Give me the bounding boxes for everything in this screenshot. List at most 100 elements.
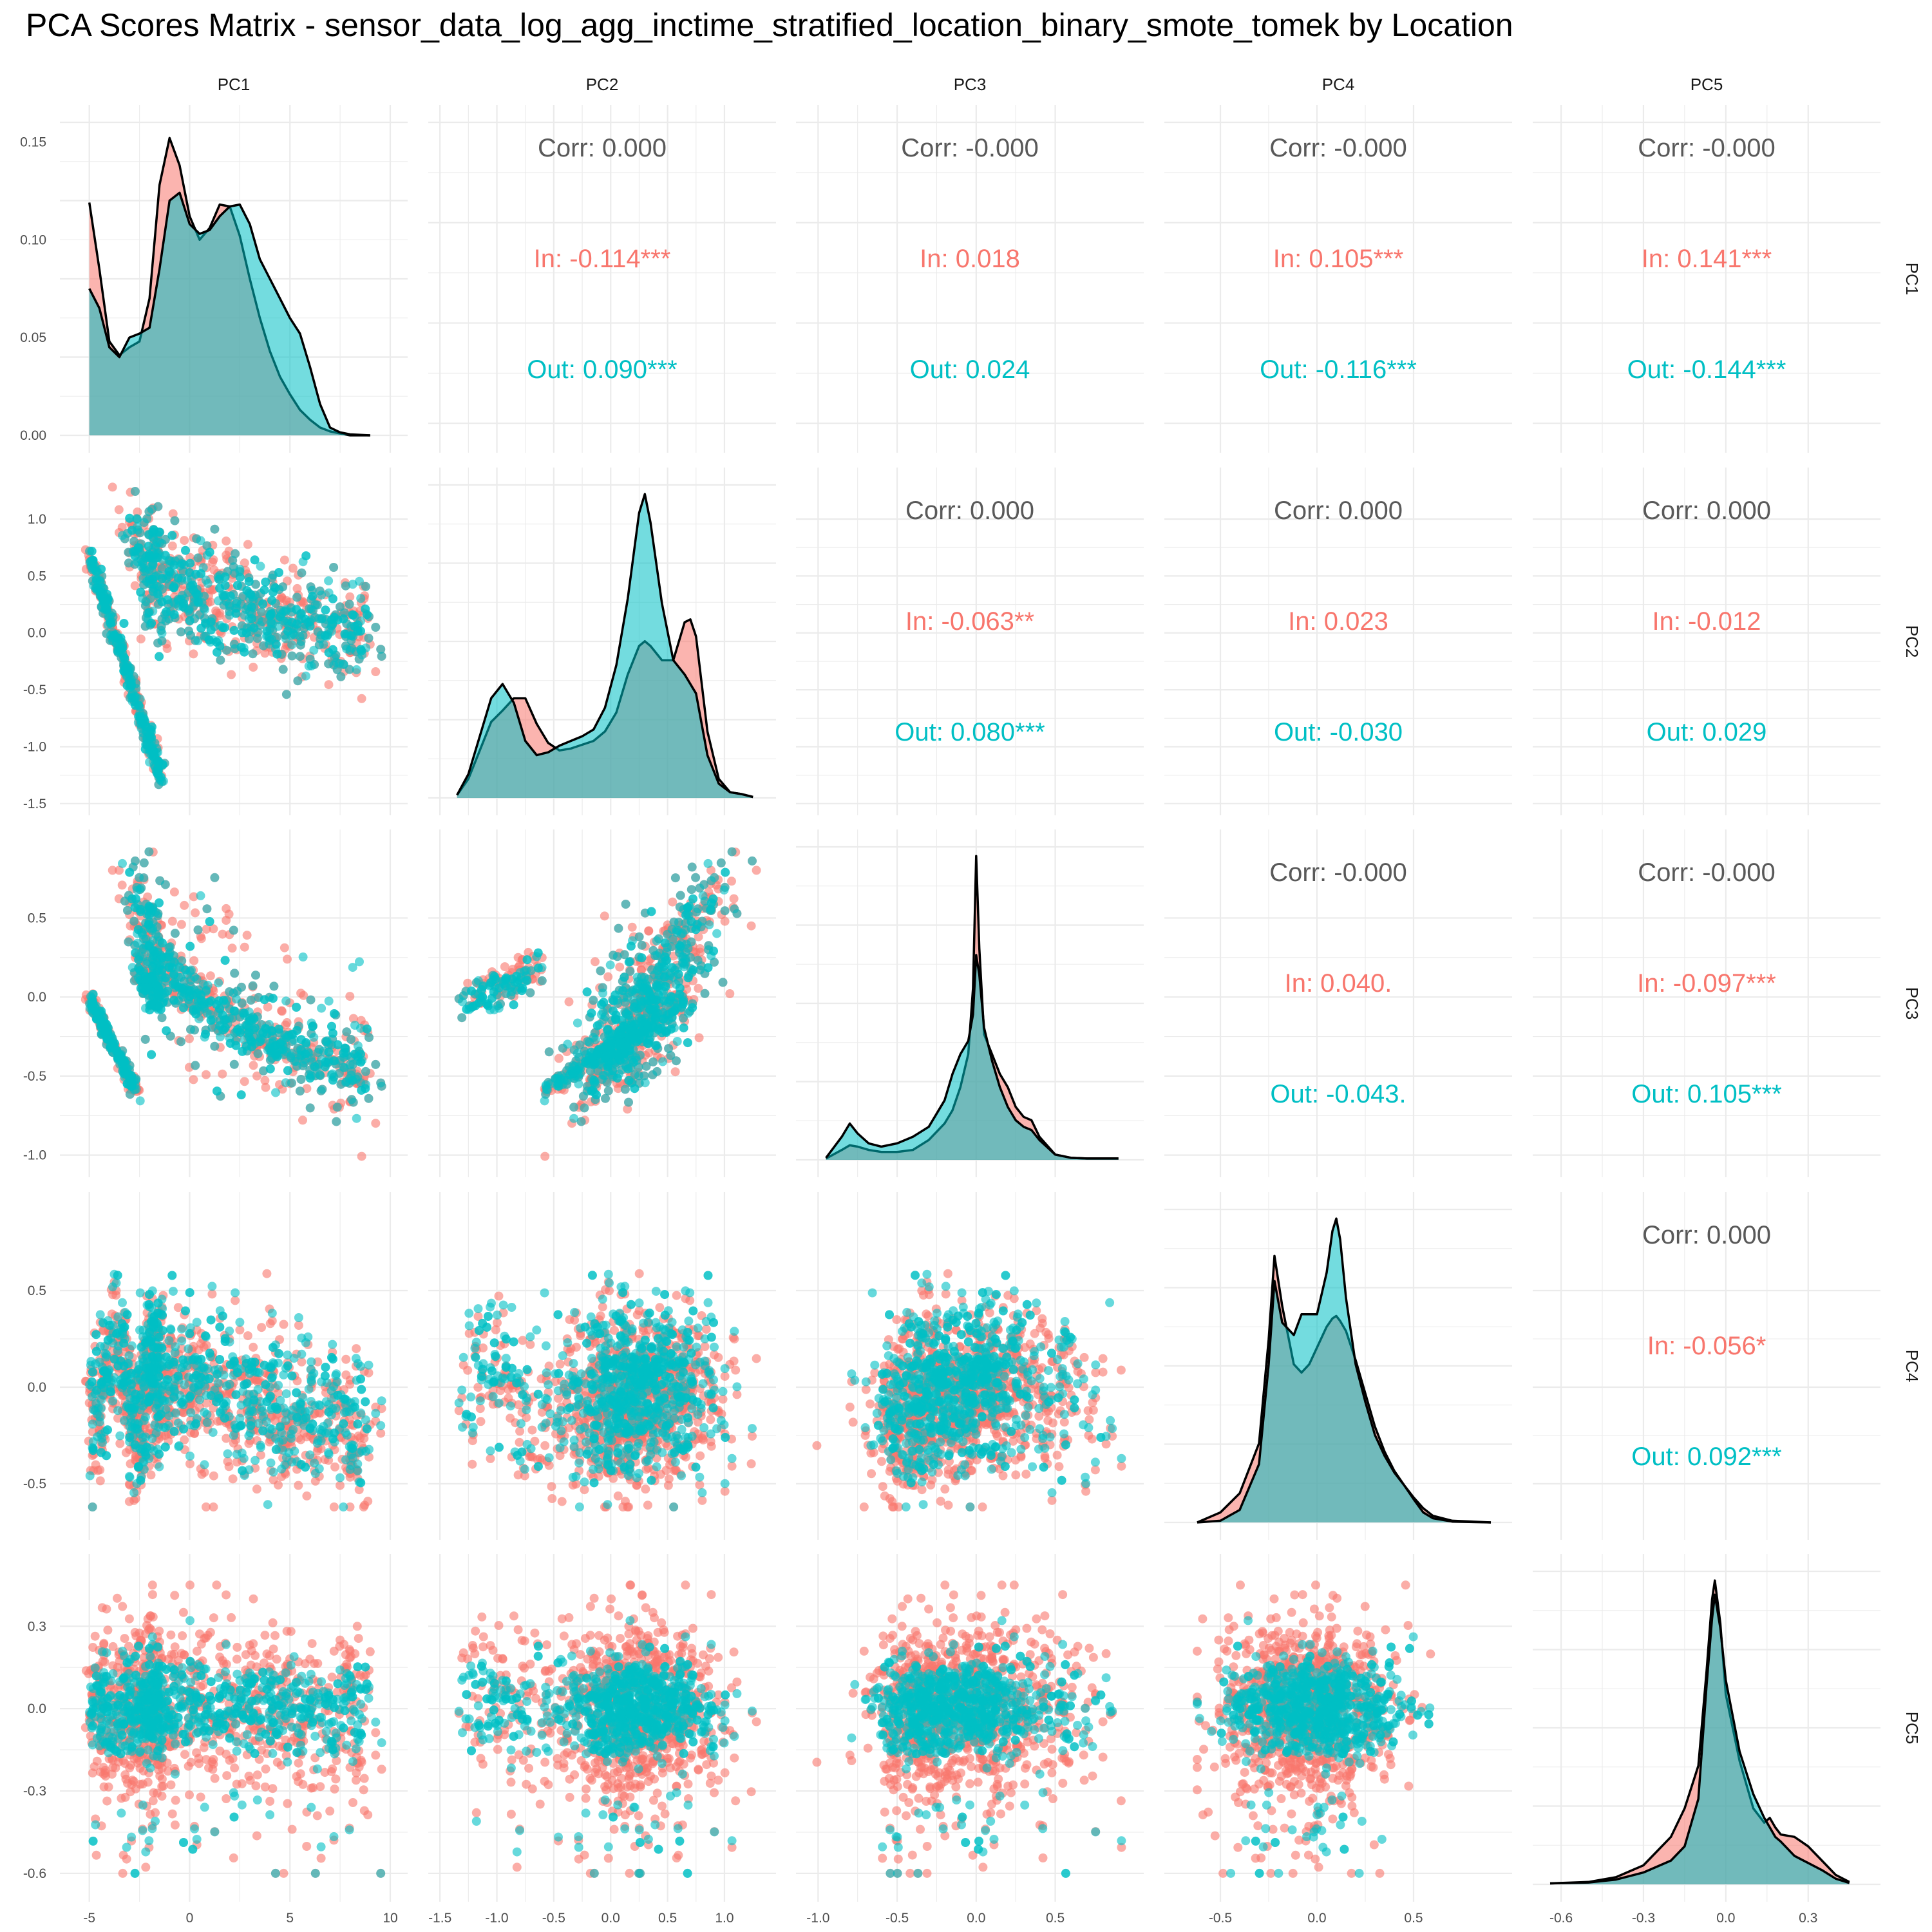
scatter-point [181, 545, 190, 555]
scatter-point [251, 971, 260, 980]
scatter-point [292, 1061, 302, 1071]
scatter-point [189, 1075, 198, 1084]
scatter-point [345, 646, 355, 655]
scatter-point [644, 926, 654, 936]
scatter-point [348, 610, 357, 620]
scatter-point [301, 671, 310, 681]
scatter-point [591, 957, 600, 967]
scatter-point [247, 602, 256, 612]
scatter-point [248, 981, 258, 990]
y-tick-label: 0.5 [28, 569, 46, 583]
scatter-point [357, 646, 366, 656]
row-strip-label: PC5 [1902, 1712, 1922, 1745]
scatter-point [214, 978, 223, 988]
scatter-point [160, 551, 170, 560]
scatter-point [249, 1061, 258, 1070]
scatter-point [186, 630, 195, 640]
scatter-point [257, 607, 267, 617]
scatter-point [178, 602, 188, 612]
scatter-point [167, 531, 177, 540]
scatter-point [122, 681, 132, 690]
scatter-point [147, 618, 156, 628]
scatter-point [205, 971, 215, 981]
corr-out: Out: -0.144*** [1627, 355, 1786, 384]
scatter-point [119, 619, 129, 628]
corr-overall: Corr: -0.000 [1638, 134, 1775, 162]
scatter-point [324, 1047, 334, 1057]
scatter-point [220, 623, 229, 632]
scatter-point [292, 1003, 301, 1012]
scatter-point [277, 592, 287, 602]
scatter-point [244, 577, 254, 586]
y-tick-label: 0.0 [28, 990, 46, 1005]
scatter-point [158, 574, 167, 583]
panel-PC3-PC2 [428, 829, 776, 1177]
scatter-point [371, 1119, 381, 1128]
scatter-point [364, 1094, 374, 1103]
scatter-point [155, 652, 164, 661]
scatter-point [371, 1059, 381, 1069]
scatter-point [162, 644, 172, 653]
scatter-point [279, 555, 289, 565]
scatter-point [144, 920, 153, 929]
scatter-point [288, 564, 298, 573]
scatter-point [324, 680, 334, 690]
scatter-point [346, 1066, 356, 1076]
scatter-point [249, 663, 258, 672]
scatter-point [108, 866, 117, 875]
scatter-point [265, 1064, 275, 1074]
scatter-point [463, 978, 473, 988]
scatter-point [186, 1025, 195, 1034]
scatter-point [114, 505, 124, 515]
scatter-point [277, 1006, 287, 1016]
scatter-point [153, 986, 163, 996]
scatter-point [231, 549, 240, 558]
scatter-point [147, 504, 156, 514]
scatter-point [131, 701, 140, 710]
column-strip-label: PC4 [1322, 75, 1355, 94]
scatter-point [305, 1074, 315, 1083]
scatter-point [361, 604, 370, 614]
scatter-point [324, 576, 334, 585]
scatter-point [246, 996, 256, 1005]
scatter-point [173, 573, 183, 583]
scatter-point [130, 560, 140, 569]
scatter-point [371, 623, 381, 632]
scatter-point [145, 974, 155, 984]
scatter-point [176, 1037, 185, 1046]
scatter-point [168, 509, 178, 518]
scatter-point [336, 602, 345, 612]
scatter-point [130, 581, 140, 591]
scatter-point [348, 1075, 357, 1085]
scatter-point [102, 600, 112, 609]
scatter-point [185, 616, 194, 625]
y-tick-label: 0.5 [28, 911, 46, 925]
scatter-point [214, 574, 223, 584]
scatter-point [180, 536, 189, 545]
scatter-point [156, 772, 166, 782]
scatter-point [348, 1097, 358, 1107]
scatter-point [330, 1009, 339, 1018]
corr-overall: Corr: 0.000 [1642, 497, 1771, 525]
scatter-point [305, 654, 315, 664]
scatter-point [354, 654, 364, 664]
corr-in: In: -0.012 [1652, 607, 1761, 636]
scatter-point [181, 965, 190, 975]
scatter-point [147, 1050, 156, 1059]
scatter-point [131, 948, 140, 958]
scatter-point [169, 887, 179, 897]
scatter-point [260, 1075, 270, 1085]
scatter-point [202, 1070, 211, 1079]
scatter-point [92, 583, 102, 593]
scatter-point [179, 1003, 188, 1012]
scatter-point [129, 916, 139, 926]
scatter-point [332, 1117, 341, 1126]
scatter-point [315, 586, 325, 596]
column-strip-label: PC1 [218, 75, 251, 94]
scatter-point [129, 692, 139, 701]
y-tick-label: 0.0 [28, 626, 46, 641]
scatter-point [130, 551, 140, 561]
scatter-point [287, 618, 297, 627]
corr-overall: Corr: 0.000 [905, 497, 1034, 525]
